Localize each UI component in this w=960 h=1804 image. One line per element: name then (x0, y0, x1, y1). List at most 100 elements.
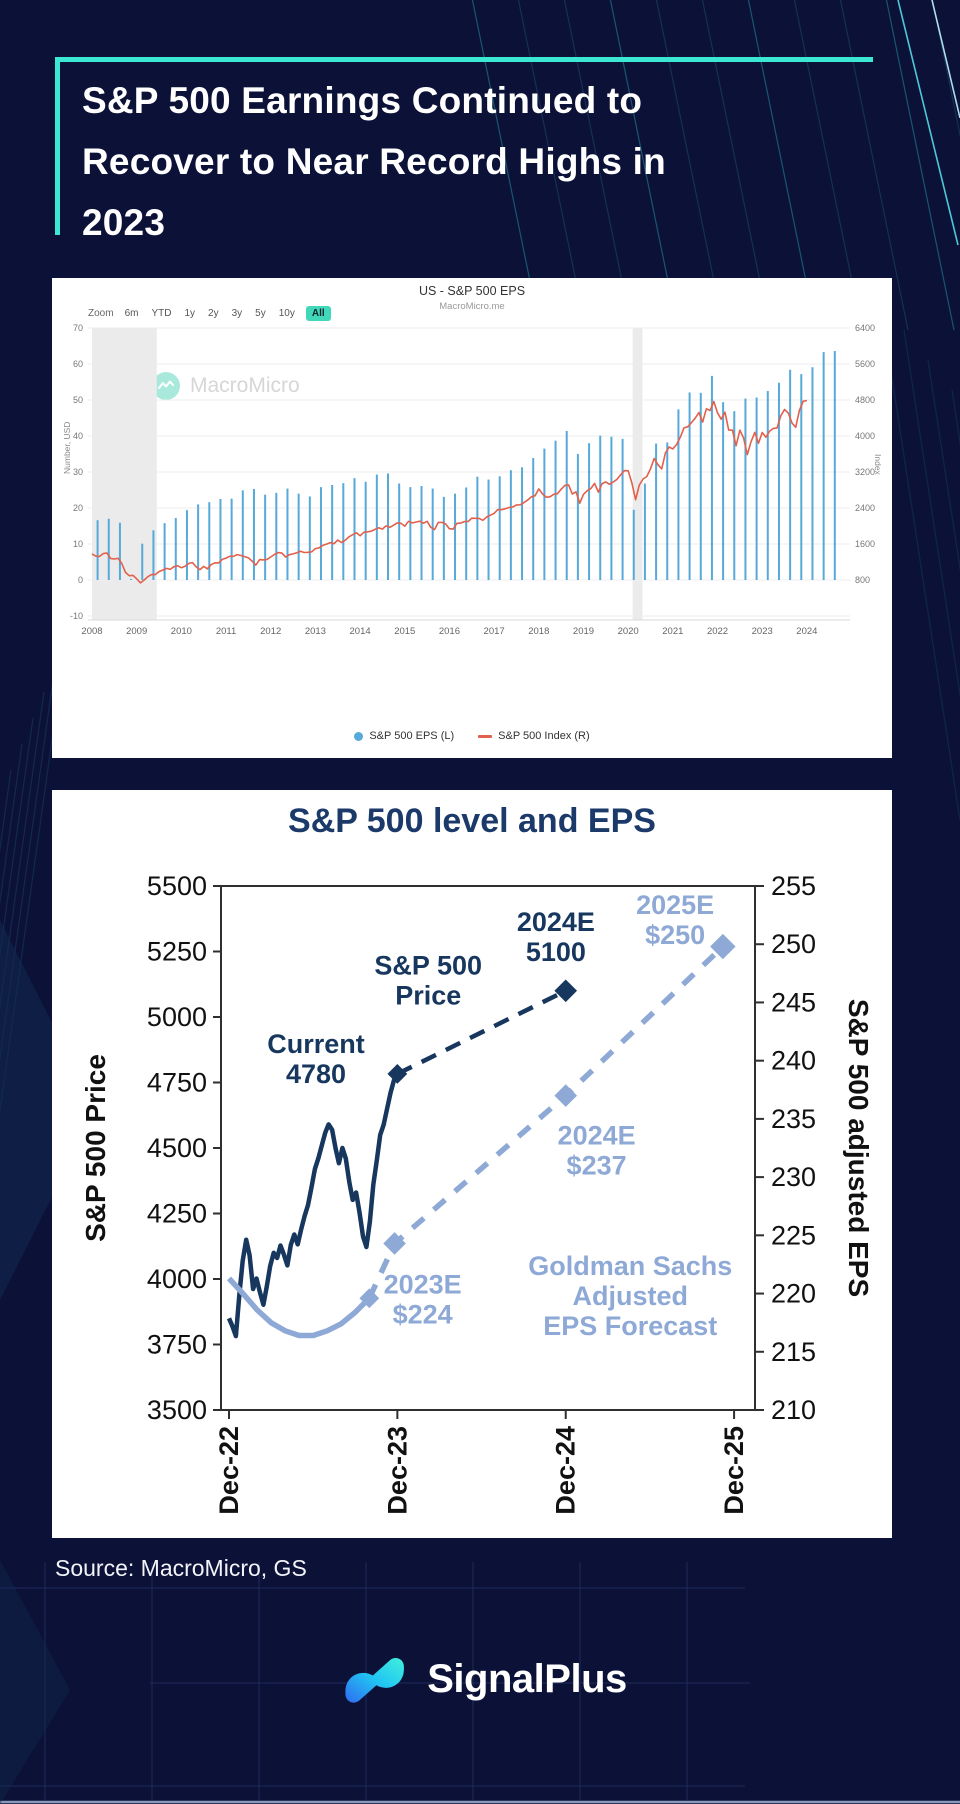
eps-bar[interactable] (688, 392, 691, 580)
eps-bar[interactable] (442, 496, 445, 580)
eps-bar[interactable] (219, 499, 222, 580)
eps-bar[interactable] (319, 487, 322, 580)
range-button-5y[interactable]: 5y (255, 308, 266, 319)
eps-bar[interactable] (677, 409, 680, 580)
eps-bar[interactable] (185, 510, 188, 580)
eps-bar[interactable] (331, 484, 334, 580)
eps-bar[interactable] (342, 483, 345, 580)
eps-bar[interactable] (241, 490, 244, 580)
eps-bar[interactable] (632, 509, 635, 580)
eps-bar[interactable] (811, 367, 814, 580)
chart2-annotation: 2024E 5100 (517, 907, 595, 967)
chart1-subtitle: MacroMicro.me (439, 301, 505, 312)
eps-bar[interactable] (777, 382, 780, 580)
chart2-x-label: Dec-22 (214, 1426, 244, 1515)
eps-bar[interactable] (710, 375, 713, 580)
range-button-6m[interactable]: 6m (124, 308, 139, 319)
eps-bar[interactable] (465, 487, 468, 580)
eps-bar[interactable] (286, 488, 289, 580)
eps-bar[interactable] (375, 474, 378, 580)
eps-bar[interactable] (621, 438, 624, 580)
eps-bar[interactable] (521, 467, 524, 580)
eps-bar[interactable] (666, 442, 669, 580)
eps-bar[interactable] (252, 488, 255, 580)
eps-bar[interactable] (353, 478, 356, 580)
chart2-right-tick: 240 (771, 1046, 816, 1076)
eps-bar[interactable] (431, 488, 434, 580)
eps-bar[interactable] (230, 498, 233, 580)
diagonal-accent-line (897, 0, 959, 246)
chart2-left-tick: 3500 (147, 1395, 207, 1425)
eps-bar[interactable] (454, 493, 457, 580)
legend-item-index[interactable]: S&P 500 Index (R) (478, 730, 590, 742)
eps-bar[interactable] (152, 530, 155, 580)
eps-bar[interactable] (733, 411, 736, 580)
eps-bar[interactable] (789, 369, 792, 580)
eps-bar[interactable] (130, 578, 133, 580)
eps-bar[interactable] (163, 523, 166, 580)
range-button-10y[interactable]: 10y (278, 308, 295, 319)
chart2-right-tick: 230 (771, 1162, 816, 1192)
eps-bar[interactable] (498, 476, 501, 580)
forecast-diamond-marker[interactable] (383, 1232, 406, 1255)
eps-bar[interactable] (197, 504, 200, 580)
eps-bar[interactable] (822, 352, 825, 580)
eps-bar[interactable] (599, 435, 602, 580)
eps-bar[interactable] (118, 522, 121, 580)
eps-bar[interactable] (565, 430, 568, 580)
eps-bar[interactable] (755, 397, 758, 580)
eps-bar[interactable] (409, 487, 412, 580)
eps-bar[interactable] (96, 520, 99, 580)
chart1-right-tick: 5600 (855, 359, 875, 369)
eps-bar[interactable] (107, 518, 110, 580)
range-button-3y[interactable]: 3y (231, 308, 243, 319)
eps-bar[interactable] (509, 470, 512, 580)
range-button-all[interactable]: All (305, 306, 331, 321)
eps-bar[interactable] (141, 543, 144, 580)
eps-bar[interactable] (208, 502, 211, 580)
eps-bar[interactable] (655, 443, 658, 580)
eps-bar[interactable] (588, 443, 591, 580)
range-button-2y[interactable]: 2y (208, 308, 219, 319)
forecast-diamond-marker[interactable] (387, 1063, 408, 1084)
chart1-right-tick: 4800 (855, 395, 875, 405)
eps-bar[interactable] (264, 494, 267, 580)
eps-bar[interactable] (487, 479, 490, 580)
legend-item-eps[interactable]: S&P 500 EPS (L) (354, 730, 454, 742)
eps-bar[interactable] (174, 518, 177, 580)
diagonal-accent-line (0, 691, 45, 1010)
eps-bar[interactable] (800, 374, 803, 580)
eps-bar[interactable] (364, 481, 367, 580)
chart2-x-label: Dec-23 (382, 1426, 412, 1515)
eps-bar[interactable] (722, 402, 725, 580)
eps-bar[interactable] (308, 496, 311, 580)
price-line[interactable] (396, 988, 567, 1076)
eps-bar[interactable] (554, 440, 557, 580)
range-button-1y[interactable]: 1y (184, 308, 196, 319)
eps-bar[interactable] (398, 483, 401, 580)
eps-bar[interactable] (420, 486, 423, 580)
eps-bar[interactable] (476, 476, 479, 580)
sp500-index-line[interactable] (91, 399, 808, 584)
chart1-right-tick: 800 (855, 575, 870, 585)
eps-bar[interactable] (643, 483, 646, 580)
chart2-left-tick: 5500 (147, 871, 207, 901)
chart1-left-tick: 50 (73, 395, 83, 405)
eps-bar[interactable] (699, 392, 702, 580)
eps-bar[interactable] (744, 398, 747, 580)
eps-line[interactable] (366, 944, 725, 1300)
eps-bar[interactable] (833, 351, 836, 580)
eps-bar[interactable] (275, 492, 278, 580)
eps-bar[interactable] (532, 457, 535, 580)
index-legend-dash-icon (478, 734, 493, 738)
eps-line[interactable] (226, 1276, 372, 1339)
eps-bar[interactable] (297, 493, 300, 580)
range-button-ytd[interactable]: YTD (151, 308, 172, 319)
price-line[interactable] (226, 1072, 400, 1339)
brand-name: SignalPlus (427, 1656, 627, 1701)
eps-bar[interactable] (766, 391, 769, 580)
chart1-title: US - S&P 500 EPS (418, 284, 526, 298)
eps-bar[interactable] (610, 436, 613, 580)
eps-bar[interactable] (543, 448, 546, 580)
eps-bar[interactable] (576, 454, 579, 580)
